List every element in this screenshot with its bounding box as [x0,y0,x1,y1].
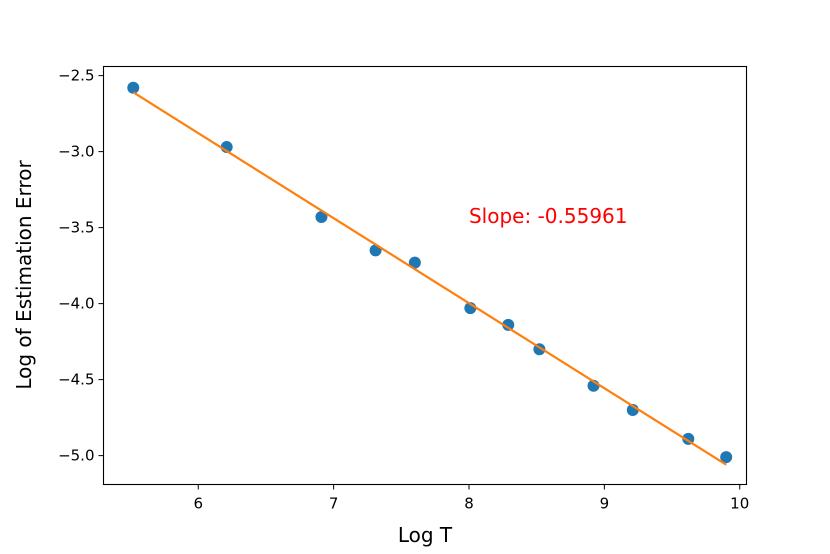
y-tick-label: −3.5 [58,219,94,237]
x-tick-label: 8 [464,495,474,513]
data-point [720,451,733,464]
y-axis-label: Log of Estimation Error [12,160,36,390]
x-axis-label: Log T [398,523,453,547]
x-tick-label: 10 [730,495,749,513]
y-tick-label: −4.0 [58,295,94,313]
x-tick-label: 9 [600,495,610,513]
plot-area [127,81,733,466]
fit-line [132,91,727,466]
x-tick-label: 7 [329,495,339,513]
data-point [502,318,515,331]
y-tick-label: −3.0 [58,143,94,161]
slope-annotation: Slope: -0.55961 [469,204,628,228]
data-point [315,210,328,223]
data-point [127,81,140,94]
y-tick-label: −5.0 [58,447,94,465]
x-axis-ticks: 6 7 8 9 10 [193,484,749,513]
y-tick-label: −2.5 [58,67,94,85]
x-tick-label: 6 [193,495,203,513]
data-point [408,256,421,269]
plot-frame [102,65,748,486]
annotations: Slope: -0.55961 [469,204,628,228]
y-tick-label: −4.5 [58,371,94,389]
y-axis-ticks: −2.5 −3.0 −3.5 −4.0 −4.5 −5.0 [58,67,104,465]
